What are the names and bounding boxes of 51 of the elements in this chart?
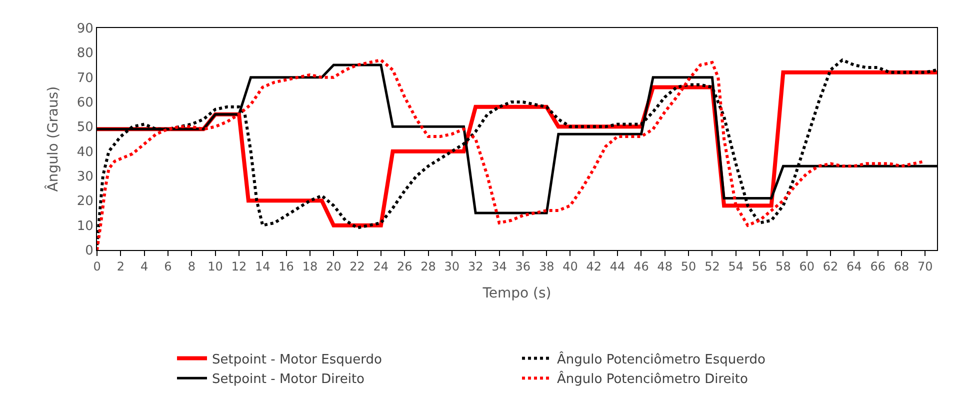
x-tick-label: 58 (776, 259, 791, 274)
legend-label: Ângulo Potenciômetro Esquerdo (557, 350, 766, 368)
x-tick-label: 8 (188, 259, 196, 274)
x-tick-label: 60 (799, 259, 814, 274)
x-tick-label: 50 (680, 259, 696, 274)
x-tick-label: 20 (326, 259, 342, 274)
x-tick-label: 30 (444, 259, 460, 274)
legend-label: Setpoint - Motor Direito (212, 372, 365, 388)
y-tick-label: 50 (76, 120, 94, 136)
y-tick-label: 30 (76, 170, 94, 185)
x-tick-label: 52 (704, 259, 720, 274)
y-tick-label: 10 (76, 218, 94, 234)
x-tick-label: 38 (538, 259, 554, 274)
y-tick-label: 70 (76, 70, 94, 86)
x-tick-label: 6 (164, 259, 172, 274)
legend-label: Setpoint - Motor Esquerdo (212, 352, 382, 368)
x-tick-label: 18 (302, 259, 318, 274)
legend-label: Ângulo Potenciômetro Direito (557, 370, 748, 388)
x-tick-label: 14 (254, 259, 270, 274)
x-tick-label: 42 (586, 259, 602, 274)
x-tick-label: 36 (515, 259, 531, 274)
x-tick-label: 64 (846, 259, 862, 274)
x-tick-label: 62 (822, 259, 838, 274)
x-tick-label: 66 (870, 259, 886, 274)
x-tick-label: 32 (468, 259, 484, 274)
x-tick-label: 22 (350, 259, 365, 274)
x-tick-label: 26 (396, 259, 412, 274)
y-tick-label: 0 (85, 244, 94, 259)
x-tick-label: 68 (894, 259, 910, 274)
y-tick-label: 20 (76, 194, 94, 210)
x-tick-label: 54 (728, 259, 744, 274)
x-tick-label: 4 (140, 259, 148, 274)
x-tick-label: 2 (116, 259, 124, 274)
x-tick-label: 24 (373, 259, 389, 274)
x-tick-label: 12 (231, 259, 247, 274)
y-tick-label: 90 (76, 22, 94, 37)
y-tick-label: 40 (76, 144, 94, 160)
y-tick-label: 80 (76, 46, 94, 62)
x-tick-label: 70 (918, 259, 933, 274)
x-tick-label: 10 (208, 259, 223, 274)
x-tick-label: 44 (610, 259, 626, 274)
x-tick-label: 28 (420, 259, 436, 274)
x-tick-label: 46 (634, 259, 649, 274)
x-tick-label: 40 (562, 259, 578, 274)
y-tick-label: 60 (76, 96, 94, 111)
x-axis-title: Tempo (s) (482, 286, 552, 302)
x-tick-label: 48 (657, 259, 673, 274)
x-tick-label: 34 (492, 259, 507, 274)
x-tick-label: 56 (752, 259, 768, 274)
y-axis-title: Ângulo (Graus) (44, 86, 62, 192)
x-tick-label: 16 (278, 259, 294, 274)
